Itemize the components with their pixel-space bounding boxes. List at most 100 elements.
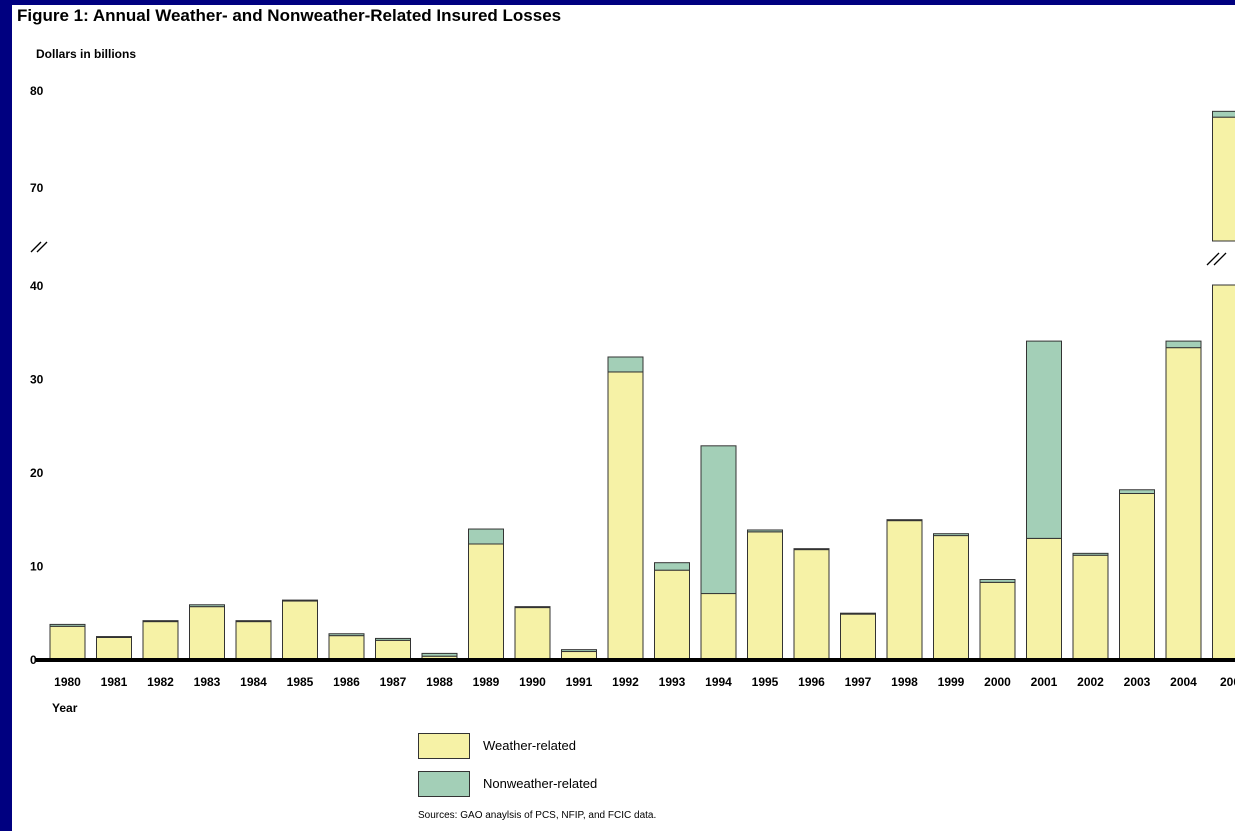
bar-weather [282, 600, 318, 660]
x-tick-label: 1980 [54, 675, 81, 689]
x-tick-label: 1998 [891, 675, 918, 689]
bar-weather-lower [1212, 284, 1235, 660]
bar-weather [142, 621, 179, 660]
window-frame-left [0, 0, 12, 831]
bar-weather [700, 593, 737, 660]
bar-weather [793, 549, 830, 660]
x-tick-label: 2000 [984, 675, 1011, 689]
bar-weather [514, 607, 551, 660]
y-axis-label: Dollars in billions [36, 47, 137, 61]
axis-break-mark [1213, 252, 1227, 266]
bar-weather [840, 613, 876, 660]
x-tick-label: 1987 [380, 675, 407, 689]
bar-nonweather [607, 356, 644, 373]
x-tick-label: 1993 [659, 675, 686, 689]
x-tick-label: 1989 [473, 675, 500, 689]
x-tick-label: 2002 [1077, 675, 1104, 689]
bar-nonweather [1165, 340, 1202, 349]
x-tick-label: 1982 [147, 675, 174, 689]
bar-nonweather [840, 612, 876, 615]
y-tick-label: 30 [30, 373, 44, 387]
x-tick-label: 1992 [612, 675, 639, 689]
bar-nonweather [1026, 340, 1062, 539]
bar-nonweather [1212, 110, 1235, 118]
x-tick-label: 1991 [566, 675, 593, 689]
y-tick-label: 0 [30, 653, 37, 667]
bar-nonweather [235, 620, 272, 623]
legend-label-nonweather: Nonweather-related [483, 776, 598, 791]
bar-weather [235, 621, 272, 660]
bar-weather [607, 371, 644, 660]
bar-weather [468, 543, 504, 660]
y-tick-label: 80 [30, 84, 44, 98]
x-tick-label: 1994 [705, 675, 732, 689]
bar-weather [654, 569, 690, 660]
bar-nonweather [654, 562, 690, 571]
bar-nonweather [328, 633, 365, 637]
x-tick-label: 1990 [519, 675, 546, 689]
bar-nonweather [282, 599, 318, 602]
bar-weather [328, 635, 365, 660]
x-tick-label: 200 [1220, 675, 1235, 689]
x-tick-label: 1999 [938, 675, 965, 689]
y-tick-label: 10 [30, 560, 44, 574]
bar-nonweather [49, 623, 86, 627]
bar-weather [1165, 347, 1202, 660]
source-note: Sources: GAO anaylsis of PCS, NFIP, and … [418, 810, 657, 821]
x-tick-label: 1985 [287, 675, 314, 689]
bar-weather [1026, 537, 1062, 660]
window-frame-top [0, 0, 1235, 5]
bar-weather [886, 520, 923, 660]
y-tick-label: 20 [30, 466, 44, 480]
x-tick-label: 1983 [194, 675, 221, 689]
x-tick-label: 1988 [426, 675, 453, 689]
y-tick-label: 40 [30, 279, 44, 293]
bar-nonweather [189, 604, 225, 608]
bar-nonweather [979, 579, 1016, 583]
bar-nonweather [375, 637, 411, 641]
x-tick-label: 1997 [845, 675, 872, 689]
legend-swatch-weather [418, 733, 470, 759]
bar-weather [979, 581, 1016, 660]
bar-nonweather [933, 533, 969, 537]
bar-nonweather [421, 652, 458, 657]
bar-weather [1072, 554, 1109, 660]
bar-weather [933, 535, 969, 660]
x-axis-label: Year [52, 701, 78, 715]
x-tick-label: 1984 [240, 675, 267, 689]
bar-weather [375, 639, 411, 660]
bar-weather [189, 606, 225, 660]
x-tick-label: 2001 [1031, 675, 1058, 689]
bar-weather [561, 651, 597, 660]
x-tick-label: 1996 [798, 675, 825, 689]
x-tick-label: 1981 [101, 675, 128, 689]
bar-nonweather [886, 519, 923, 522]
legend-swatch-nonweather [418, 771, 470, 797]
axis-break-mark [36, 241, 48, 253]
bar-nonweather [1072, 552, 1109, 556]
y-tick-label: 70 [30, 181, 44, 195]
bar-weather [1212, 116, 1235, 242]
x-tick-label: 2003 [1124, 675, 1151, 689]
chart-title: Figure 1: Annual Weather- and Nonweather… [17, 6, 562, 25]
bar-weather [1119, 493, 1155, 660]
bar-weather [96, 636, 132, 660]
legend-label-weather: Weather-related [483, 738, 576, 753]
bar-nonweather [700, 445, 737, 595]
bar-nonweather [514, 606, 551, 609]
bar-nonweather [793, 548, 830, 551]
x-tick-label: 1995 [752, 675, 779, 689]
bar-nonweather [142, 620, 179, 623]
bar-nonweather [747, 529, 783, 533]
axis-break-mark [1206, 252, 1220, 266]
x-tick-label: 2004 [1170, 675, 1197, 689]
bar-nonweather [561, 649, 597, 653]
axis-break-mark [30, 241, 42, 253]
bar-nonweather [1119, 489, 1155, 495]
x-axis-baseline [36, 658, 1235, 662]
bar-weather [747, 531, 783, 660]
bar-nonweather [96, 636, 132, 638]
bar-weather [49, 625, 86, 660]
x-tick-label: 1986 [333, 675, 360, 689]
